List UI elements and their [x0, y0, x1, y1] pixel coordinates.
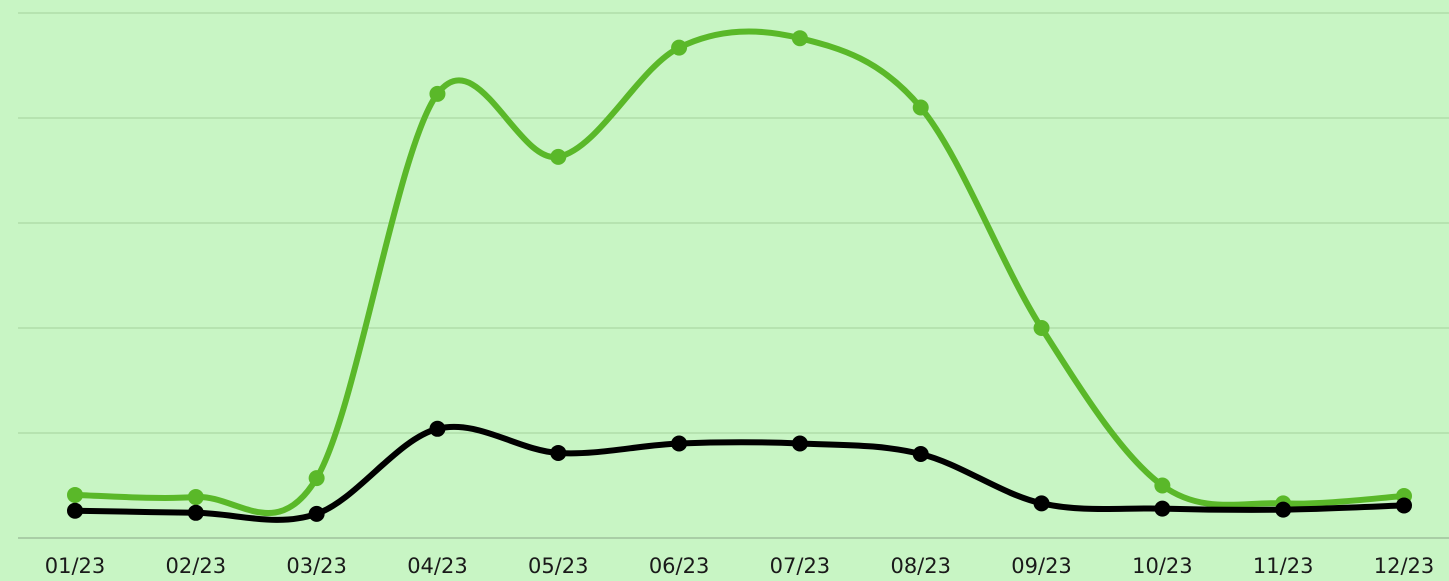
x-tick-label: 12/23 — [1374, 554, 1435, 578]
data-point — [187, 504, 204, 521]
data-point — [308, 505, 325, 522]
x-tick-label: 07/23 — [770, 554, 831, 578]
x-tick-label: 11/23 — [1253, 554, 1314, 578]
data-point — [912, 99, 929, 116]
data-point — [187, 489, 204, 506]
x-tick-label: 04/23 — [407, 554, 468, 578]
data-point — [1154, 477, 1171, 494]
x-tick-label: 10/23 — [1132, 554, 1193, 578]
data-point — [308, 470, 325, 487]
data-point — [1275, 501, 1292, 518]
x-tick-label: 03/23 — [286, 554, 347, 578]
x-tick-label: 05/23 — [528, 554, 589, 578]
data-point — [912, 446, 929, 462]
data-point — [67, 486, 83, 503]
x-tick-label: 01/23 — [45, 554, 106, 578]
x-tick-label: 09/23 — [1011, 554, 1072, 578]
data-point — [671, 39, 688, 56]
data-point — [791, 30, 808, 47]
data-point — [1033, 320, 1050, 336]
data-point — [429, 85, 446, 102]
x-tick-label: 06/23 — [649, 554, 710, 578]
data-point — [671, 435, 688, 452]
data-point — [550, 444, 567, 461]
x-tick-label: 02/23 — [166, 554, 227, 578]
x-tick-label: 08/23 — [890, 554, 951, 578]
data-point — [1154, 500, 1171, 517]
data-point — [791, 435, 808, 452]
data-point — [1396, 497, 1412, 514]
data-point — [550, 148, 567, 165]
data-point — [1033, 495, 1050, 512]
data-point — [429, 420, 446, 437]
data-point — [67, 502, 83, 519]
